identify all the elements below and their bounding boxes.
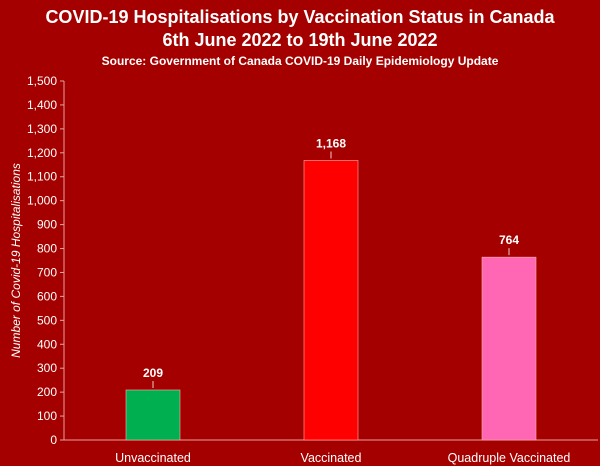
- y-tick-label: 800: [37, 242, 57, 256]
- bar-vaccinated: [303, 160, 359, 441]
- data-label: 1,168: [316, 136, 346, 150]
- x-category-label: Unvaccinated: [115, 451, 191, 465]
- y-tick-label: 500: [37, 313, 57, 327]
- data-label: 764: [499, 233, 519, 247]
- data-labels: 209 1,168 764: [143, 136, 519, 388]
- y-tick-label: 1,200: [27, 146, 57, 160]
- chart-title-block: COVID-19 Hospitalisations by Vaccination…: [0, 6, 600, 70]
- bars: [125, 160, 537, 441]
- y-tick-label: 100: [37, 409, 57, 423]
- y-axis: 0 100 200 300 400 500 600 700 800 900 1,000 1,100 1,…: [27, 74, 65, 447]
- x-category-label: Vaccinated: [301, 451, 362, 465]
- bar-quadruple-vaccinated: [481, 256, 537, 441]
- data-label: 209: [143, 366, 163, 380]
- y-tick-label: 1,300: [27, 122, 57, 136]
- y-tick-label: 1,000: [27, 194, 57, 208]
- y-tick-label: 900: [37, 218, 57, 232]
- x-axis: Unvaccinated Vaccinated Quadruple Vaccinat…: [64, 439, 598, 465]
- y-tick-label: 600: [37, 289, 57, 303]
- y-tick-label: 0: [50, 433, 57, 447]
- bar-unvaccinated: [125, 389, 181, 441]
- y-tick-label: 1,100: [27, 170, 57, 184]
- y-tick-label: 1,500: [27, 74, 57, 88]
- chart-title-line-1: COVID-19 Hospitalisations by Vaccination…: [45, 7, 555, 27]
- x-category-label: Quadruple Vaccinated: [448, 451, 571, 465]
- chart-subtitle: Source: Government of Canada COVID-19 Da…: [101, 54, 499, 68]
- chart-title-line-2: 6th June 2022 to 19th June 2022: [162, 30, 438, 50]
- y-tick-label: 700: [37, 265, 57, 279]
- y-tick-label: 1,400: [27, 98, 57, 112]
- y-tick-label: 300: [37, 361, 57, 375]
- y-tick-label: 200: [37, 385, 57, 399]
- y-tick-label: 400: [37, 337, 57, 351]
- y-axis-title: Number of Covid-19 Hospitalisations: [9, 163, 23, 358]
